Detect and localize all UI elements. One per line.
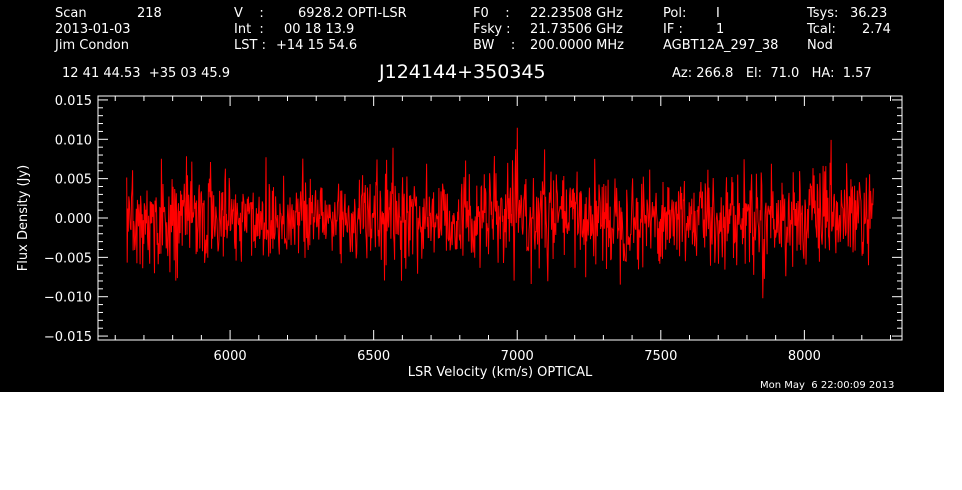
source-name: J124144+350345 xyxy=(379,61,546,83)
x-tick-label: 8000 xyxy=(788,349,821,364)
velocity-label: V : xyxy=(234,6,264,21)
spectrum-line xyxy=(126,127,874,299)
f0-value: 22.23508 GHz xyxy=(530,6,623,21)
if-label: IF : xyxy=(663,22,683,37)
bw-value: 200.0000 MHz xyxy=(530,38,624,53)
scan-value: 218 xyxy=(137,6,162,21)
obs-mode: Nod xyxy=(807,38,833,53)
bw-label: BW : xyxy=(473,38,516,53)
tcal-label: Tcal: xyxy=(807,22,836,37)
y-tick-label: −0.005 xyxy=(44,251,92,266)
timestamp: Mon May 6 22:00:09 2013 xyxy=(760,380,895,391)
y-tick-label: 0.010 xyxy=(55,133,92,148)
tsys-value: 36.23 xyxy=(850,6,888,21)
fsky-label: Fsky : xyxy=(473,22,511,37)
project-id: AGBT12A_297_38 xyxy=(663,38,779,53)
fsky-value: 21.73506 GHz xyxy=(530,22,623,37)
y-tick-label: 0.015 xyxy=(55,94,92,109)
plot-panel: Scan 218 2013-01-03 Jim Condon V : 6928.… xyxy=(0,0,944,392)
pol-value: I xyxy=(716,6,720,21)
y-tick-label: −0.015 xyxy=(44,330,92,345)
pointing-info: Az: 266.8 El: 71.0 HA: 1.57 xyxy=(672,66,872,81)
lst-value: +14 15 54.6 xyxy=(276,38,358,53)
scan-label: Scan xyxy=(55,6,87,21)
lst-label: LST : xyxy=(234,38,266,53)
spectrum-layer xyxy=(126,127,874,299)
y-tick-label: 0.005 xyxy=(55,173,92,188)
y-tick-label: −0.010 xyxy=(44,291,92,306)
tsys-label: Tsys: xyxy=(807,6,839,21)
x-tick-label: 6000 xyxy=(214,349,247,364)
velocity-value: 6928.2 OPTI-LSR xyxy=(298,6,407,21)
observer: Jim Condon xyxy=(55,38,129,53)
int-value: 00 18 13.9 xyxy=(284,22,355,37)
y-axis-label: Flux Density (Jy) xyxy=(16,165,31,271)
f0-label: F0 : xyxy=(473,6,510,21)
int-label: Int : xyxy=(234,22,264,37)
y-tick-label: 0.000 xyxy=(55,212,92,227)
if-value: 1 xyxy=(716,22,725,37)
tcal-value: 2.74 xyxy=(862,22,891,37)
x-tick-label: 7000 xyxy=(501,349,534,364)
source-coordinates: 12 41 44.53 +35 03 45.9 xyxy=(62,66,231,81)
spectrum-chart: 6000 6500 7000 7500 8000 −0.015 −0.010 −0.005 0.… xyxy=(16,94,903,380)
x-tick-label: 7500 xyxy=(644,349,677,364)
x-tick-label: 6500 xyxy=(357,349,390,364)
pol-label: Pol: xyxy=(663,6,687,21)
x-axis-label: LSR Velocity (km/s) OPTICAL xyxy=(408,365,593,380)
obs-date: 2013-01-03 xyxy=(55,22,131,37)
axis-ticks: 6000 6500 7000 7500 8000 −0.015 −0.010 −0.005 0.… xyxy=(44,94,902,364)
